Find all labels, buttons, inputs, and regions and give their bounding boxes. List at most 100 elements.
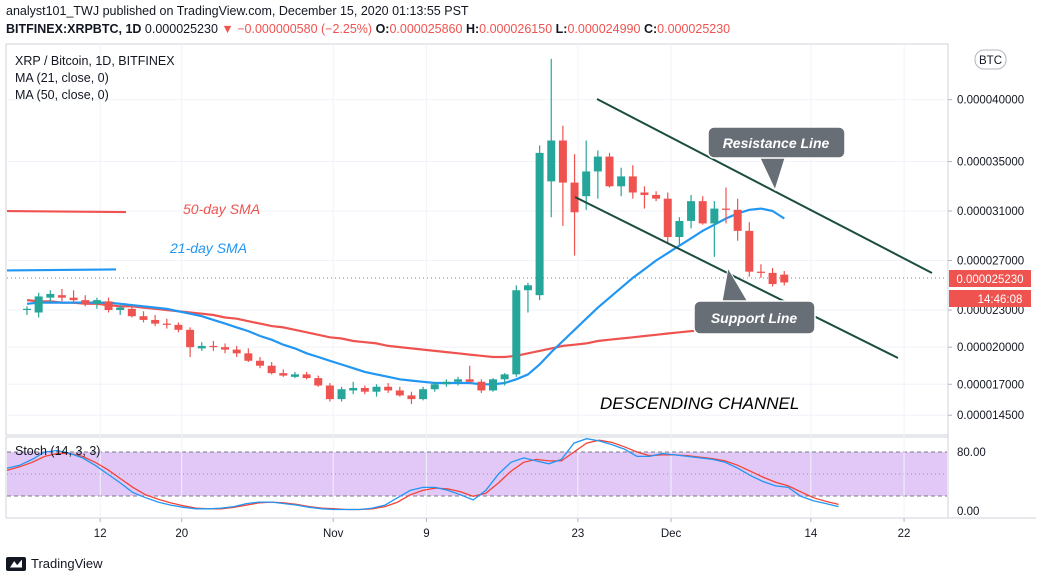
candle-body bbox=[593, 156, 602, 172]
countdown-tag bbox=[949, 290, 1031, 307]
currency-badge[interactable] bbox=[974, 49, 1007, 70]
candle-body bbox=[454, 379, 463, 382]
candle-body bbox=[69, 297, 78, 301]
candle-body bbox=[267, 365, 276, 374]
candle-body bbox=[419, 389, 428, 400]
candle-body bbox=[768, 272, 777, 285]
candle-body bbox=[104, 301, 113, 311]
candle-body bbox=[489, 379, 497, 391]
candle-body bbox=[733, 209, 742, 231]
ma21-line bbox=[26, 207, 785, 386]
candle-body bbox=[92, 300, 101, 304]
x-tick-label: Nov bbox=[323, 528, 344, 540]
x-tick-label: Dec bbox=[661, 528, 682, 540]
candle-body bbox=[174, 324, 183, 330]
candle-body bbox=[430, 384, 439, 390]
stoch-lines: 80.00 0.00 bbox=[6, 438, 986, 518]
stoch-y-tick-label: 80.00 bbox=[957, 447, 986, 459]
candle-body bbox=[617, 176, 626, 187]
y-tick-label: 0.000035000 bbox=[957, 157, 1024, 169]
candle-body bbox=[756, 271, 765, 273]
time-axis[interactable]: 12 20 Nov 9 23 Dec 14 22 bbox=[94, 518, 911, 540]
published-line: analyst101_TWJ published on TradingView.… bbox=[6, 4, 469, 18]
candle-body bbox=[384, 386, 393, 391]
last-price: 0.000025230 bbox=[144, 22, 218, 36]
candle-body bbox=[349, 387, 358, 391]
x-tick-label: 12 bbox=[94, 528, 107, 540]
close-label: C: bbox=[643, 22, 658, 36]
stoch-y-tick-label: 0.00 bbox=[957, 506, 979, 518]
candle-body bbox=[34, 296, 43, 313]
candle-body bbox=[139, 316, 148, 320]
candle-body bbox=[652, 194, 661, 199]
candle-body bbox=[640, 192, 649, 195]
candle-body bbox=[244, 353, 253, 361]
candle-body bbox=[360, 387, 369, 392]
tradingview-logo[interactable]: TradingView bbox=[6, 556, 103, 571]
high-value: 0.000026150 bbox=[479, 22, 553, 36]
legend-ma21: MA (21, close, 0) bbox=[15, 71, 109, 85]
channel-annotation: DESCENDING CHANNEL bbox=[600, 394, 799, 413]
y-tick-label: 0.000040000 bbox=[957, 95, 1024, 107]
candle-body bbox=[151, 319, 160, 324]
price-change: ▼ −0.000000580 (−2.25%) bbox=[221, 22, 373, 36]
candle-body bbox=[465, 379, 474, 382]
candle-body bbox=[558, 140, 567, 183]
candle-body bbox=[745, 230, 754, 272]
candle-body bbox=[523, 285, 532, 291]
resistance-label: Resistance Line bbox=[723, 135, 830, 151]
open-value: 0.000025860 bbox=[389, 22, 463, 36]
support-callout bbox=[693, 300, 816, 335]
candle-body bbox=[290, 374, 299, 377]
y-tick-label: 0.000020000 bbox=[957, 342, 1024, 354]
candle-body bbox=[687, 201, 696, 221]
countdown-tag-text: 14:46:08 bbox=[978, 294, 1023, 306]
high-label: H: bbox=[465, 22, 480, 36]
sma50-annotation: 50-day SMA bbox=[183, 201, 260, 217]
candles bbox=[23, 58, 789, 405]
support-label: Support Line bbox=[711, 310, 798, 326]
candle-body bbox=[547, 140, 556, 182]
candle-body bbox=[314, 378, 323, 386]
candle-body bbox=[570, 182, 579, 213]
resistance-callout bbox=[707, 126, 846, 159]
candle-body bbox=[442, 381, 451, 385]
candle-body bbox=[605, 156, 614, 187]
grid bbox=[7, 44, 947, 518]
candle-body bbox=[162, 323, 171, 325]
candle-body bbox=[582, 171, 591, 197]
candle-body bbox=[256, 360, 264, 366]
low-value: 0.000024990 bbox=[567, 22, 641, 36]
candle-body bbox=[209, 345, 218, 348]
candle-body bbox=[337, 389, 346, 400]
candle-body bbox=[81, 300, 90, 304]
candle-body bbox=[46, 293, 55, 298]
candle-body bbox=[57, 295, 66, 298]
legend-title: XRP / Bitcoin, 1D, BITFINEX bbox=[15, 54, 175, 68]
ma50-line bbox=[26, 299, 785, 359]
stoch-k-line bbox=[6, 438, 839, 511]
candle-body bbox=[127, 308, 136, 317]
legend-stoch: Stoch (14, 3, 3) bbox=[15, 444, 100, 458]
candle-body bbox=[698, 201, 707, 224]
candle-body bbox=[663, 198, 672, 238]
x-tick-label: 14 bbox=[804, 528, 817, 540]
candle-body bbox=[407, 395, 416, 400]
candle-body bbox=[512, 290, 521, 375]
tradingview-logo-icon bbox=[6, 556, 26, 571]
candle-body bbox=[477, 381, 486, 391]
y-tick-label: 0.000014500 bbox=[957, 410, 1024, 422]
close-value: 0.000025230 bbox=[657, 22, 731, 36]
x-tick-label: 20 bbox=[175, 528, 188, 540]
y-tick-label: 0.000017000 bbox=[957, 379, 1024, 391]
candle-body bbox=[23, 308, 31, 311]
y-tick-label: 0.000027000 bbox=[957, 256, 1024, 268]
y-tick-label: 0.000023000 bbox=[957, 305, 1024, 317]
candle-body bbox=[197, 345, 206, 349]
main-pane[interactable] bbox=[5, 43, 949, 436]
resistance-line bbox=[596, 98, 933, 274]
price-axis[interactable]: 0.000040000 0.000035000 0.000031000 0.00002… bbox=[948, 95, 1024, 423]
ma50-legend-segment bbox=[6, 209, 127, 214]
candle-body bbox=[675, 220, 684, 238]
